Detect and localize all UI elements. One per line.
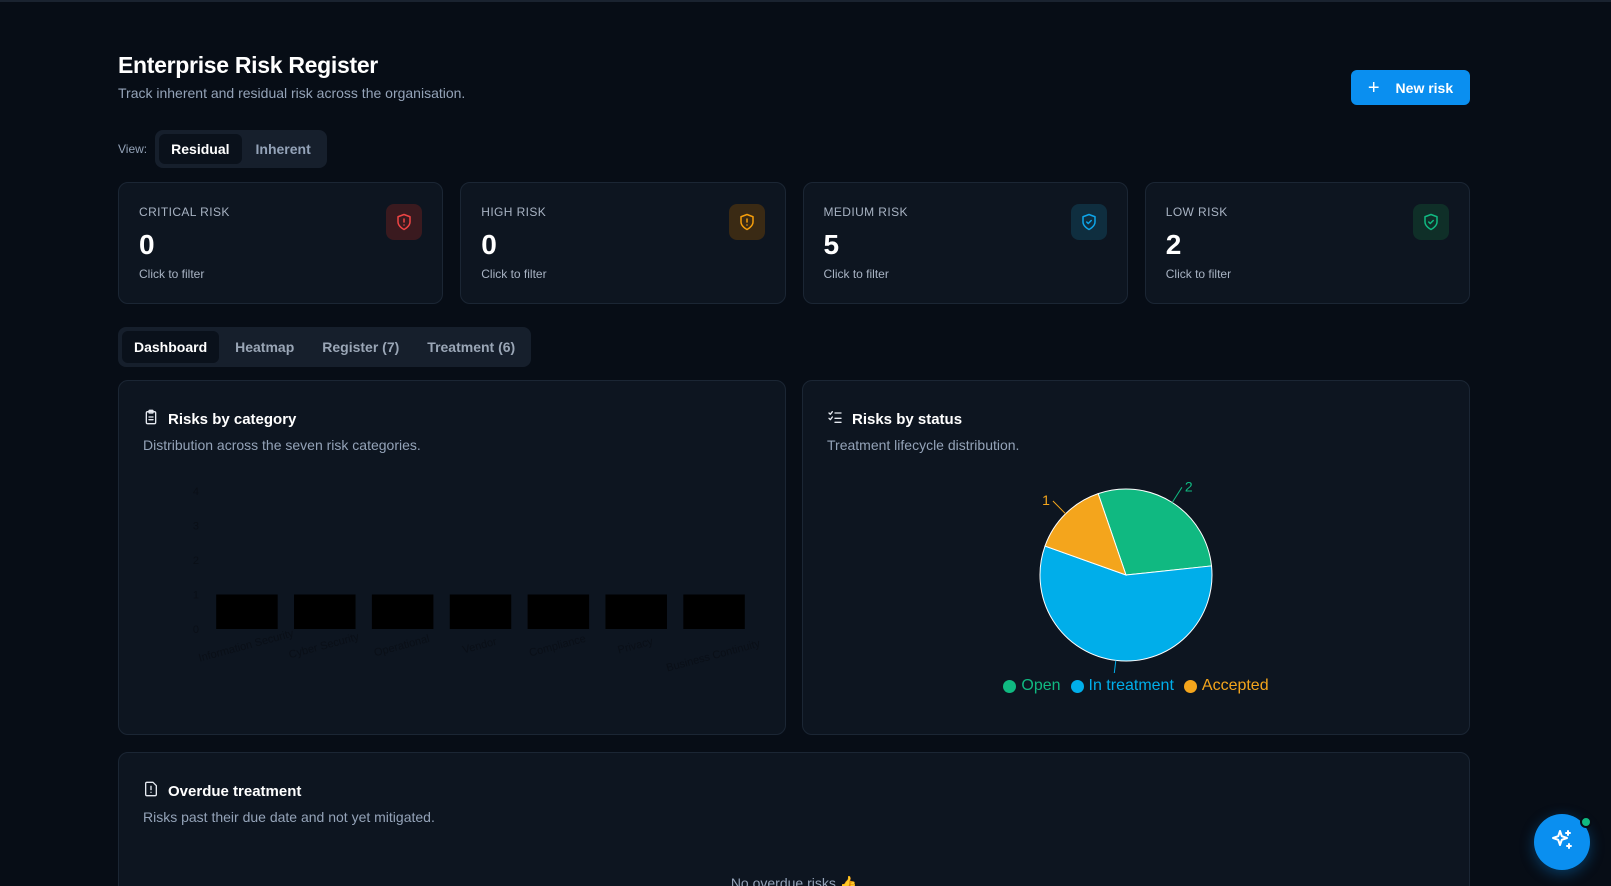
card-label: LOW RISK bbox=[1165, 205, 1228, 219]
shield-alert-icon bbox=[386, 204, 423, 240]
y-tick-label: 0 bbox=[193, 624, 199, 636]
assistant-button[interactable] bbox=[1534, 814, 1592, 870]
y-tick-label: 2 bbox=[193, 555, 199, 567]
legend-label: Open bbox=[1021, 677, 1061, 694]
category-panel: Risks by category Distribution across th… bbox=[118, 380, 786, 735]
view-option-residual[interactable]: Residual bbox=[159, 134, 242, 164]
list-checks-icon bbox=[827, 409, 843, 430]
category-panel-header: Risks by category bbox=[143, 409, 296, 430]
card-label: MEDIUM RISK bbox=[823, 205, 908, 219]
plus-icon: + bbox=[1367, 76, 1380, 99]
x-tick-label: Cyber Security bbox=[288, 631, 361, 661]
overdue-panel: Overdue treatment Risks past their due d… bbox=[118, 752, 1470, 886]
legend-item[interactable]: Accepted bbox=[1183, 677, 1269, 695]
legend-item[interactable]: Open bbox=[1003, 677, 1061, 695]
view-toggle-row: View: Residual Inherent bbox=[118, 130, 327, 168]
shield-check-icon bbox=[1070, 204, 1107, 240]
sparkles-icon bbox=[1550, 828, 1574, 857]
card-value: 0 bbox=[481, 229, 497, 260]
y-tick-label: 4 bbox=[193, 486, 199, 498]
shield-alert-icon bbox=[728, 204, 765, 240]
status-panel: Risks by status Treatment lifecycle dist… bbox=[802, 380, 1470, 735]
status-panel-title: Risks by status bbox=[852, 411, 963, 428]
new-risk-label: New risk bbox=[1395, 79, 1454, 96]
page-header: Enterprise Risk Register Track inherent … bbox=[118, 52, 465, 101]
overdue-empty-message: No overdue risks 👍 bbox=[730, 875, 858, 886]
category-bar[interactable] bbox=[371, 594, 434, 630]
pie-label-leader bbox=[1052, 500, 1066, 515]
status-pie-chart: 2 4 1 bbox=[1039, 478, 1213, 673]
pie-label-leader bbox=[1113, 660, 1117, 673]
x-tick-label: Vendor bbox=[461, 636, 498, 657]
page-subtitle: Track inherent and residual risk across … bbox=[118, 85, 466, 101]
overdue-panel-title: Overdue treatment bbox=[168, 783, 302, 800]
high-risk-card[interactable]: HIGH RISK 0 Click to filter bbox=[460, 182, 786, 304]
category-bar[interactable] bbox=[605, 594, 667, 630]
status-panel-description: Treatment lifecycle distribution. bbox=[827, 437, 1020, 453]
new-risk-button[interactable]: + New risk bbox=[1351, 70, 1470, 105]
page-title: Enterprise Risk Register bbox=[118, 52, 378, 78]
card-hint: Click to filter bbox=[139, 267, 205, 281]
card-value: 2 bbox=[1165, 229, 1182, 260]
pie-data-label: 4 bbox=[1103, 669, 1111, 673]
card-label: CRITICAL RISK bbox=[139, 205, 230, 219]
overdue-panel-description: Risks past their due date and not yet mi… bbox=[143, 809, 435, 825]
clipboard-icon bbox=[143, 409, 159, 430]
tab-treatment[interactable]: Treatment (6) bbox=[427, 339, 516, 355]
card-label: HIGH RISK bbox=[481, 205, 547, 219]
x-tick-label: Business Continuity bbox=[665, 638, 762, 675]
file-alert-icon bbox=[143, 781, 159, 802]
card-hint: Click to filter bbox=[481, 267, 547, 281]
pie-data-label: 1 bbox=[1042, 492, 1050, 508]
tab-register[interactable]: Register (7) bbox=[322, 339, 400, 355]
shield-check-icon bbox=[1413, 204, 1449, 240]
x-tick-label: Privacy bbox=[616, 636, 654, 657]
category-bar[interactable] bbox=[683, 594, 745, 630]
pie-legend: Open In treatment Accepted bbox=[803, 677, 1469, 695]
overdue-panel-header: Overdue treatment bbox=[143, 781, 301, 802]
status-panel-header: Risks by status bbox=[827, 409, 962, 430]
card-hint: Click to filter bbox=[1165, 267, 1232, 281]
main-tabs: Dashboard Heatmap Register (7) Treatment… bbox=[118, 327, 532, 367]
pie-data-label: 2 bbox=[1185, 478, 1193, 494]
y-tick-label: 1 bbox=[193, 590, 199, 602]
x-tick-label: Information Security bbox=[197, 628, 295, 665]
risk-summary-cards: CRITICAL RISK 0 Click to filter HIGH RIS… bbox=[118, 182, 1470, 304]
x-tick-label: Compliance bbox=[528, 633, 587, 660]
pie-slice[interactable] bbox=[1039, 545, 1213, 662]
assistant-status-dot bbox=[1580, 816, 1592, 828]
legend-swatch bbox=[1183, 679, 1197, 693]
legend-item[interactable]: In treatment bbox=[1070, 677, 1174, 695]
tab-dashboard[interactable]: Dashboard bbox=[122, 331, 220, 363]
category-bar[interactable] bbox=[294, 594, 356, 630]
category-panel-title: Risks by category bbox=[168, 411, 297, 428]
legend-label: Accepted bbox=[1201, 677, 1269, 694]
view-toggle: Residual Inherent bbox=[155, 130, 327, 168]
critical-risk-card[interactable]: CRITICAL RISK 0 Click to filter bbox=[118, 182, 444, 304]
card-hint: Click to filter bbox=[823, 267, 889, 281]
category-bar[interactable] bbox=[216, 594, 278, 630]
category-bar[interactable] bbox=[527, 594, 590, 630]
view-label: View: bbox=[118, 142, 148, 156]
category-bar[interactable] bbox=[449, 594, 512, 630]
legend-swatch bbox=[1003, 679, 1017, 693]
y-tick-label: 3 bbox=[193, 521, 199, 533]
tab-heatmap[interactable]: Heatmap bbox=[235, 339, 295, 355]
category-panel-description: Distribution across the seven risk categ… bbox=[143, 437, 421, 453]
card-value: 5 bbox=[823, 229, 840, 260]
card-value: 0 bbox=[139, 229, 155, 260]
low-risk-card[interactable]: LOW RISK 2 Click to filter bbox=[1144, 182, 1470, 304]
view-option-inherent[interactable]: Inherent bbox=[255, 141, 311, 157]
top-border bbox=[0, 0, 1611, 2]
legend-label: In treatment bbox=[1088, 677, 1174, 694]
pie-label-leader bbox=[1171, 487, 1183, 503]
legend-swatch bbox=[1070, 679, 1084, 693]
medium-risk-card[interactable]: MEDIUM RISK 5 Click to filter bbox=[802, 182, 1128, 304]
x-tick-label: Operational bbox=[373, 633, 431, 659]
